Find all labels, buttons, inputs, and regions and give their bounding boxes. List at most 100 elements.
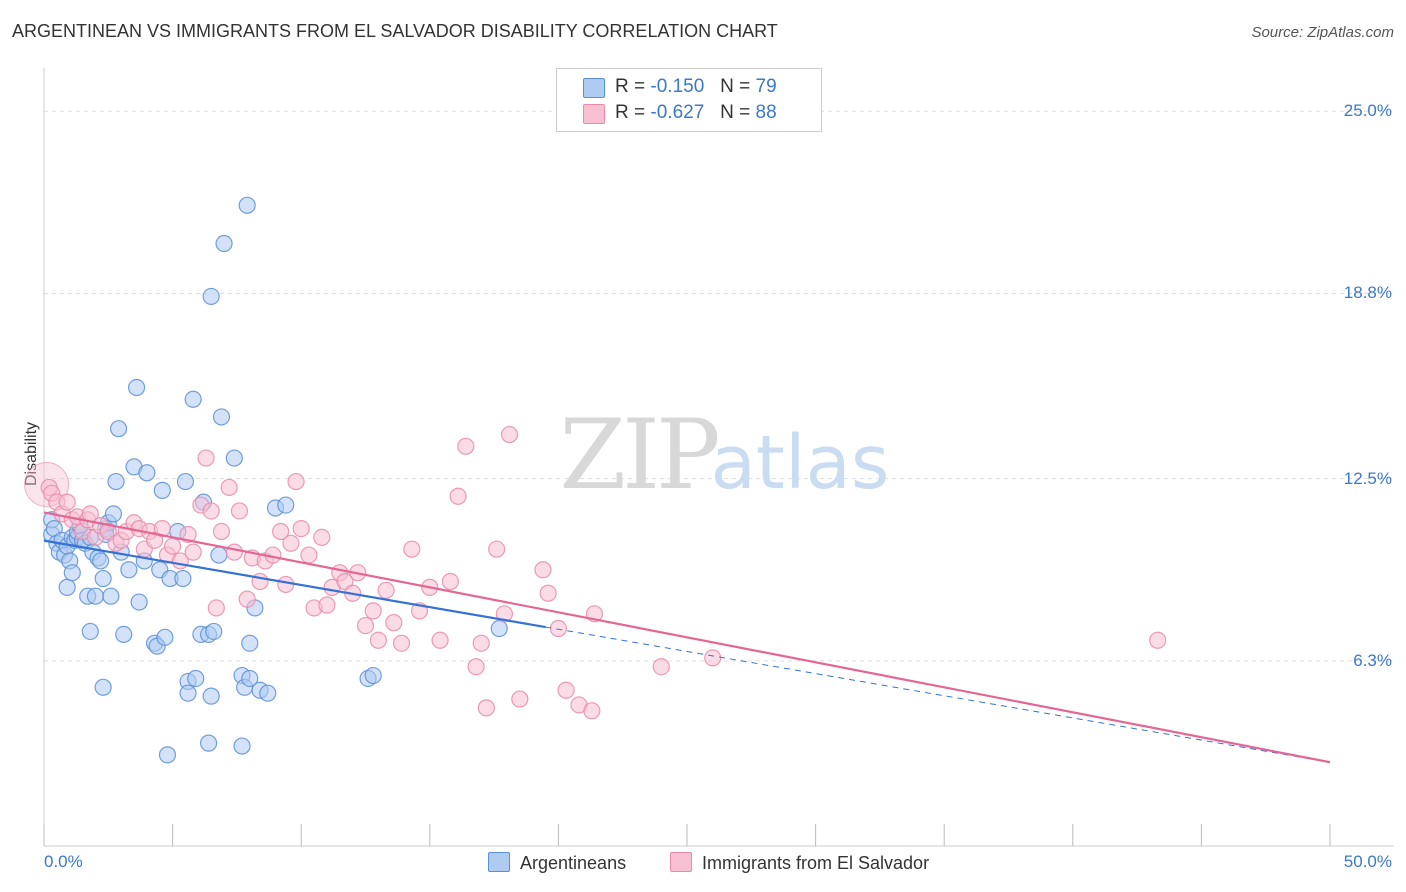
el-salvador-point <box>277 575 295 594</box>
argentinean-point <box>109 420 128 438</box>
gridlines <box>44 110 1394 662</box>
argentinean-point <box>490 619 508 638</box>
el-salvador-point <box>364 602 382 620</box>
argentinean-point <box>138 464 156 482</box>
argentinean-point <box>115 625 133 643</box>
el-salvador-point <box>230 502 249 520</box>
argentinean-point <box>127 378 146 397</box>
el-salvador-point <box>583 702 601 720</box>
el-salvador-point <box>272 522 290 541</box>
argentinean-point <box>202 687 220 705</box>
argentinean-point <box>81 622 99 641</box>
watermark-atlas: atlas <box>711 420 890 506</box>
el-salvador-point <box>534 561 552 579</box>
el-salvador-point <box>431 631 449 649</box>
blue-swatch-icon <box>583 78 605 98</box>
argentinean-point <box>174 569 192 588</box>
argentinean-point <box>184 390 202 408</box>
n-value: 79 <box>755 76 777 97</box>
n-value: 88 <box>755 102 777 123</box>
y-tick-label: 25.0% <box>1343 101 1392 121</box>
el-salvador-point <box>1149 631 1167 649</box>
argentinean-point <box>153 481 171 499</box>
argentinean-point <box>158 746 177 764</box>
x-tick-label-max: 50.0% <box>1343 852 1392 871</box>
legend-item-el-salvador[interactable]: Immigrants from El Salvador <box>670 852 929 874</box>
axes <box>43 68 1394 847</box>
argentinean-point <box>187 669 205 688</box>
el-salvador-point <box>164 537 182 555</box>
el-salvador-point <box>212 522 231 541</box>
argentinean-point <box>107 472 125 491</box>
x-tick-label-min: 0.0% <box>44 852 83 871</box>
el-salvador-point <box>225 543 243 561</box>
el-salvador-point <box>287 472 305 491</box>
pink-swatch-icon <box>670 852 692 872</box>
argentinean-point <box>130 593 148 611</box>
el-salvador-point <box>313 528 331 547</box>
n-label: N = <box>720 102 751 123</box>
stats-legend: R = -0.150 N = 79 R = -0.627 N = 88 <box>556 68 822 132</box>
y-tick-label: 12.5% <box>1343 468 1392 488</box>
el-salvador-point <box>377 581 395 599</box>
argentinean-point <box>176 472 195 491</box>
argentinean-point <box>94 678 112 696</box>
argentinean-point <box>200 734 218 752</box>
n-label: N = <box>720 76 751 97</box>
el-salvador-point <box>477 699 495 717</box>
argentinean-point <box>259 684 277 702</box>
legend-item-argentineans[interactable]: Argentineans <box>488 852 626 874</box>
argentinean-trend-extrapolation <box>545 626 1331 763</box>
argentinean-point <box>58 578 76 596</box>
data-points <box>24 196 1167 764</box>
el-salvador-point <box>179 525 197 544</box>
argentinean-point <box>210 546 228 564</box>
el-salvador-point <box>495 605 513 623</box>
el-salvador-point <box>704 649 722 667</box>
argentinean-point <box>86 587 105 605</box>
el-salvador-point <box>652 658 670 676</box>
argentinean-point <box>212 408 231 426</box>
el-salvador-point <box>282 534 300 552</box>
el-salvador-point <box>58 493 76 511</box>
argentinean-point <box>102 587 120 605</box>
el-salvador-point <box>488 540 506 558</box>
el-salvador-point <box>472 634 490 652</box>
el-salvador-point <box>403 540 421 558</box>
argentinean-point <box>120 561 138 579</box>
el-salvador-point <box>500 425 519 444</box>
el-salvador-point <box>549 619 568 638</box>
el-salvador-point <box>356 616 375 635</box>
el-salvador-point <box>184 543 202 561</box>
r-label: R = <box>615 76 646 97</box>
legend-label: Immigrants from El Salvador <box>702 853 930 873</box>
el-salvador-point <box>449 487 467 505</box>
el-salvador-point <box>392 634 411 652</box>
el-salvador-point <box>202 502 220 520</box>
el-salvador-point <box>220 478 238 497</box>
argentinean-point <box>277 496 295 514</box>
argentinean-point <box>238 196 256 214</box>
el-salvador-point <box>207 599 225 617</box>
el-salvador-point <box>467 658 485 676</box>
legend-label: Argentineans <box>520 853 627 873</box>
argentinean-point <box>104 505 123 523</box>
watermark-zip: ZIP <box>559 399 718 511</box>
argentinean-point <box>91 552 110 570</box>
el-salvador-point <box>292 519 310 538</box>
pink-swatch-icon <box>583 104 605 124</box>
el-salvador-point <box>457 437 475 455</box>
el-salvador-trend-line <box>43 511 1331 764</box>
argentinean-point <box>63 564 81 582</box>
argentinean-point <box>156 628 174 646</box>
r-value: -0.150 <box>650 76 705 97</box>
el-salvador-point <box>300 546 318 564</box>
argentinean-point <box>233 737 251 755</box>
el-salvador-point <box>557 681 575 699</box>
argentinean-point <box>225 449 243 467</box>
argentinean-point <box>241 669 259 688</box>
argentinean-point <box>94 569 112 588</box>
argentinean-point <box>241 634 259 652</box>
el-salvador-point <box>238 590 256 608</box>
